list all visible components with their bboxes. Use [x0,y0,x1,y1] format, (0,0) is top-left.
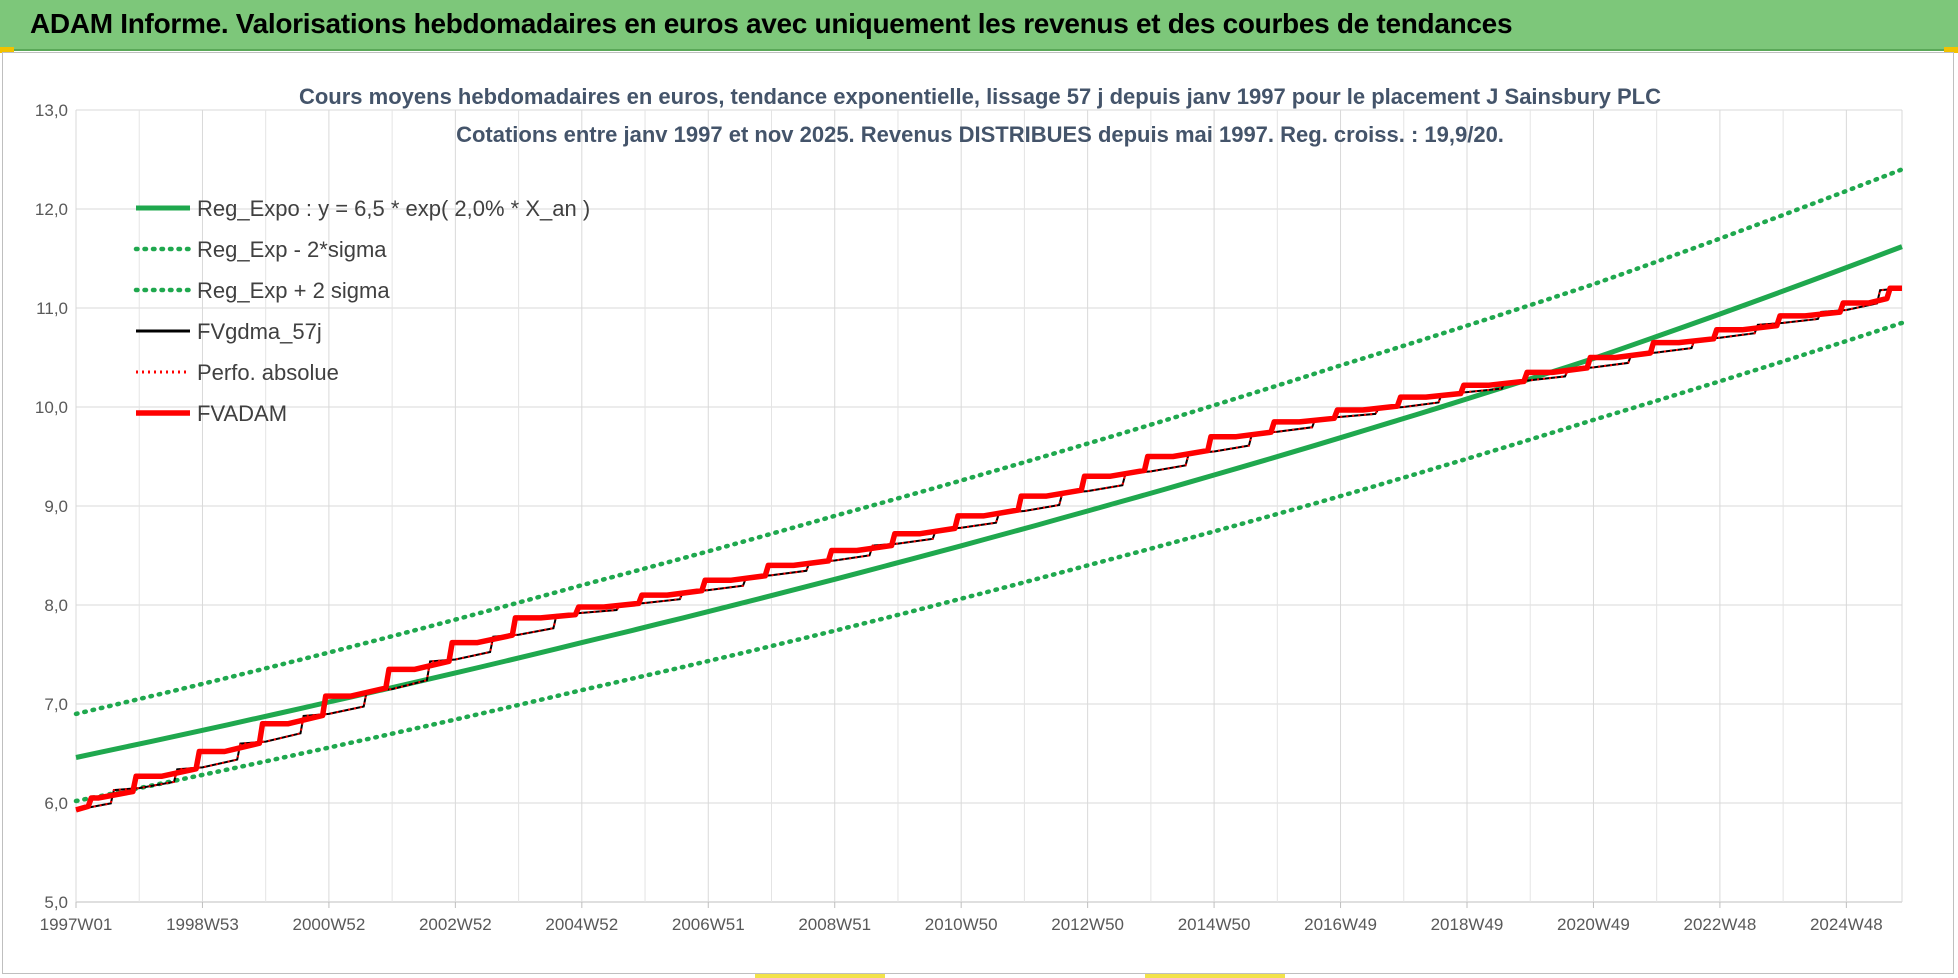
series-reg-exp-plus-2sigma [73,167,1905,717]
corner-marker [1944,47,1958,53]
x-tick-label: 2002W52 [419,915,492,934]
x-tick-label: 2010W50 [925,915,998,934]
x-tick-label: 1997W01 [40,915,113,934]
y-tick-label: 13,0 [35,101,68,120]
x-tick-label: 2006W51 [672,915,745,934]
bottom-marker [1145,974,1285,978]
legend-label: Perfo. absolue [197,360,339,385]
y-tick-label: 12,0 [35,200,68,219]
y-tick-label: 11,0 [36,299,68,318]
legend-label: FVgdma_57j [197,319,322,344]
x-tick-label: 2014W50 [1178,915,1251,934]
axis-layer: 5,0 6,0 7,0 8,0 9,0 10,0 11,0 12,0 13,0 1997W01 19… [35,101,1883,934]
series-fvgdma-57j [75,287,1903,811]
series-reg-expo [75,244,1903,760]
chart-title-line-1: Cours moyens hebdomadaires en euros, ten… [299,84,1661,109]
chart-frame [2,52,1954,974]
legend-label: Reg_Exp + 2 sigma [197,278,390,303]
x-tick-label: 2000W52 [293,915,366,934]
series-layer [73,167,1905,813]
grid-layer [75,109,1903,903]
legend-label: Reg_Expo : y = 6,5 * exp( 2,0% * X_an ) [197,196,590,221]
x-tick-label: 2018W49 [1431,915,1504,934]
chart-title-line-2: Cotations entre janv 1997 et nov 2025. R… [456,122,1504,147]
x-tick-label: 2008W51 [798,915,871,934]
bottom-marker [755,974,885,978]
x-tick-label: 2024W48 [1810,915,1883,934]
y-tick-label: 5,0 [44,893,68,912]
x-tick-label: 2004W52 [545,915,618,934]
y-tick-label: 9,0 [44,497,68,516]
x-tick-label: 1998W53 [166,915,239,934]
x-tick-label: 2012W50 [1051,915,1124,934]
y-tick-label: 8,0 [44,596,68,615]
x-tick-label: 2020W49 [1557,915,1630,934]
y-tick-label: 6,0 [44,794,68,813]
legend-label: FVADAM [197,401,287,426]
legend: Reg_Expo : y = 6,5 * exp( 2,0% * X_an ) R… [133,196,590,426]
y-tick-label: 7,0 [44,695,68,714]
x-tick-label: 2016W49 [1304,915,1377,934]
corner-marker [0,47,14,53]
series-fvadam [75,285,1902,813]
legend-label: Reg_Exp - 2*sigma [197,237,387,262]
series-reg-exp-minus-2sigma [73,320,1905,804]
x-tick-label: 2022W48 [1684,915,1757,934]
series-perfo-absolue [75,287,1903,811]
y-tick-label: 10,0 [35,398,68,417]
report-title: ADAM Informe. Valorisations hebdomadaire… [30,8,1513,39]
report-banner: ADAM Informe. Valorisations hebdomadaire… [0,0,1958,51]
